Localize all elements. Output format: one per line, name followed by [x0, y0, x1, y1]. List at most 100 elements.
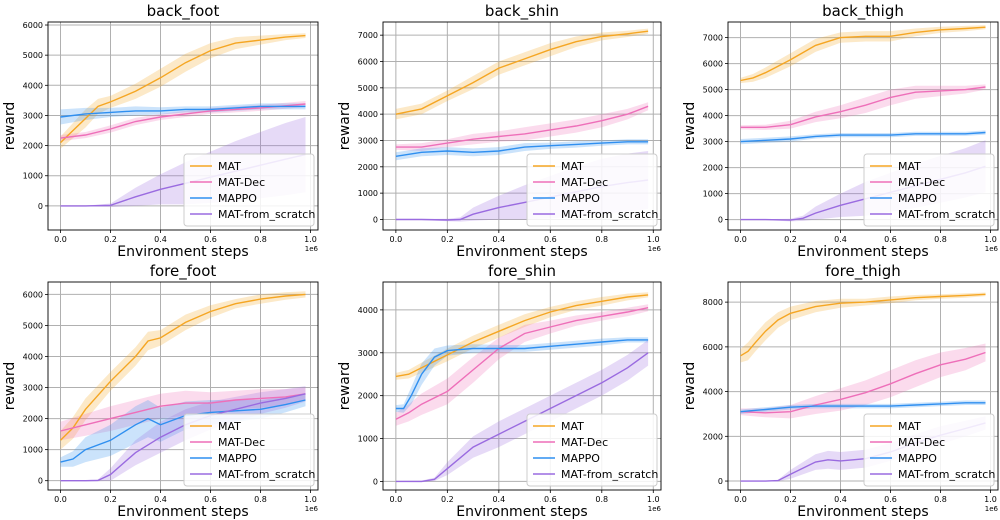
y-tick-label: 7000: [358, 31, 378, 40]
x-tick-label: 0.4: [154, 235, 167, 244]
x-axis-label: Environment steps: [117, 244, 248, 260]
y-tick-label: 3000: [23, 384, 43, 393]
y-axis-label: reward: [2, 362, 18, 411]
legend-label: MAT-Dec: [561, 176, 608, 189]
x-axis-label: Environment steps: [797, 244, 928, 260]
y-tick-label: 6000: [23, 21, 43, 30]
x-tick-label: 0.4: [492, 495, 505, 504]
y-tick-label: 2000: [358, 392, 378, 401]
x-tick-label: 0.0: [734, 495, 747, 504]
x-tick-label: 0.2: [784, 235, 797, 244]
series-line: [60, 105, 306, 118]
y-tick-label: 1000: [703, 190, 723, 199]
legend-label: MAT-from_scratch: [561, 468, 658, 481]
x-tick-label: 0.6: [884, 235, 897, 244]
legend-label: MAT-Dec: [218, 176, 265, 189]
x-tick-label: 0.4: [834, 495, 847, 504]
x-tick-label: 0.2: [104, 235, 117, 244]
x-tick-label: 1.0: [984, 495, 997, 504]
y-axis-label: reward: [337, 362, 353, 411]
y-axis-label: reward: [2, 102, 18, 151]
y-tick-label: 0: [38, 202, 43, 211]
legend-label: MAT: [218, 420, 241, 433]
y-tick-label: 4000: [23, 81, 43, 90]
legend: MAT MAT-Dec MAPPO MAT-from_scratch: [526, 153, 658, 227]
x-exponent-label: 1e6: [985, 245, 999, 253]
x-exponent-label: 1e6: [305, 505, 319, 513]
series-line: [60, 399, 306, 463]
legend-label: MAPPO: [561, 192, 600, 205]
y-tick-label: 4000: [703, 388, 723, 397]
y-tick-label: 2000: [703, 164, 723, 173]
legend-label: MAT-from_scratch: [898, 468, 995, 481]
y-tick-label: 2000: [23, 415, 43, 424]
x-tick-label: 0.2: [104, 495, 117, 504]
series-line: [740, 402, 986, 413]
axes-frame: [382, 281, 662, 491]
x-tick-label: 0.8: [254, 495, 267, 504]
x-axis-label: Environment steps: [456, 504, 587, 520]
series-band: [60, 101, 306, 142]
y-tick-label: 4000: [703, 112, 723, 121]
series-line: [60, 393, 306, 432]
legend-label: MAT-Dec: [898, 176, 945, 189]
legend-box: [863, 153, 995, 227]
y-tick-label: 5000: [23, 51, 43, 60]
legend: MAT MAT-Dec MAPPO MAT-from_scratch: [863, 413, 995, 487]
legend-label: MAT: [898, 420, 921, 433]
series-line: [395, 105, 649, 148]
series-line: [740, 351, 986, 414]
x-tick-label: 0.2: [784, 495, 797, 504]
series-band: [395, 292, 649, 380]
x-tick-label: 0.8: [254, 235, 267, 244]
axes-frame: [47, 21, 319, 231]
series-line: [395, 352, 649, 483]
x-tick-label: 0.8: [595, 235, 608, 244]
legend-label: MAT: [218, 160, 241, 173]
y-tick-label: 2000: [23, 142, 43, 151]
x-axis-label: Environment steps: [117, 504, 248, 520]
series-line: [395, 294, 649, 378]
y-tick-label: 1000: [358, 189, 378, 198]
series-band: [395, 102, 649, 151]
chart-title: back_thigh: [822, 2, 904, 21]
series-line: [60, 393, 306, 482]
x-tick-label: 0.4: [154, 495, 167, 504]
series-band: [60, 291, 306, 450]
x-tick-label: 0.6: [884, 495, 897, 504]
x-exponent-label: 1e6: [648, 245, 662, 253]
y-tick-label: 3000: [703, 138, 723, 147]
x-tick-label: 0.6: [204, 495, 217, 504]
x-tick-label: 1.0: [304, 235, 317, 244]
x-tick-label: 0.6: [544, 495, 557, 504]
legend-label: MAT: [561, 420, 584, 433]
legend: MAT MAT-Dec MAPPO MAT-from_scratch: [526, 413, 658, 487]
plot-area: [60, 291, 306, 482]
series-line: [395, 307, 649, 420]
axes-frame: [382, 21, 662, 231]
y-tick-label: 7000: [703, 34, 723, 43]
x-tick-label: 0.0: [54, 235, 67, 244]
y-tick-label: 6000: [703, 60, 723, 69]
y-tick-label: 6000: [23, 290, 43, 299]
series-line: [60, 34, 306, 144]
y-tick-label: 6000: [358, 57, 378, 66]
x-tick-label: 0.4: [834, 235, 847, 244]
y-tick-label: 5000: [23, 321, 43, 330]
chart-title: fore_foot: [150, 262, 217, 281]
y-tick-label: 4000: [358, 110, 378, 119]
x-axis-label: Environment steps: [456, 244, 587, 260]
legend-box: [526, 153, 658, 227]
x-exponent-label: 1e6: [305, 245, 319, 253]
x-tick-label: 1.0: [647, 495, 660, 504]
y-tick-label: 0: [373, 477, 378, 486]
legend-label: MAT: [898, 160, 921, 173]
y-tick-label: 5000: [358, 84, 378, 93]
x-exponent-label: 1e6: [985, 505, 999, 513]
legend-label: MAPPO: [218, 452, 257, 465]
legend-box: [183, 153, 315, 227]
chart-title: back_shin: [485, 2, 559, 21]
legend: MAT MAT-Dec MAPPO MAT-from_scratch: [183, 153, 315, 227]
x-tick-label: 0.6: [204, 235, 217, 244]
